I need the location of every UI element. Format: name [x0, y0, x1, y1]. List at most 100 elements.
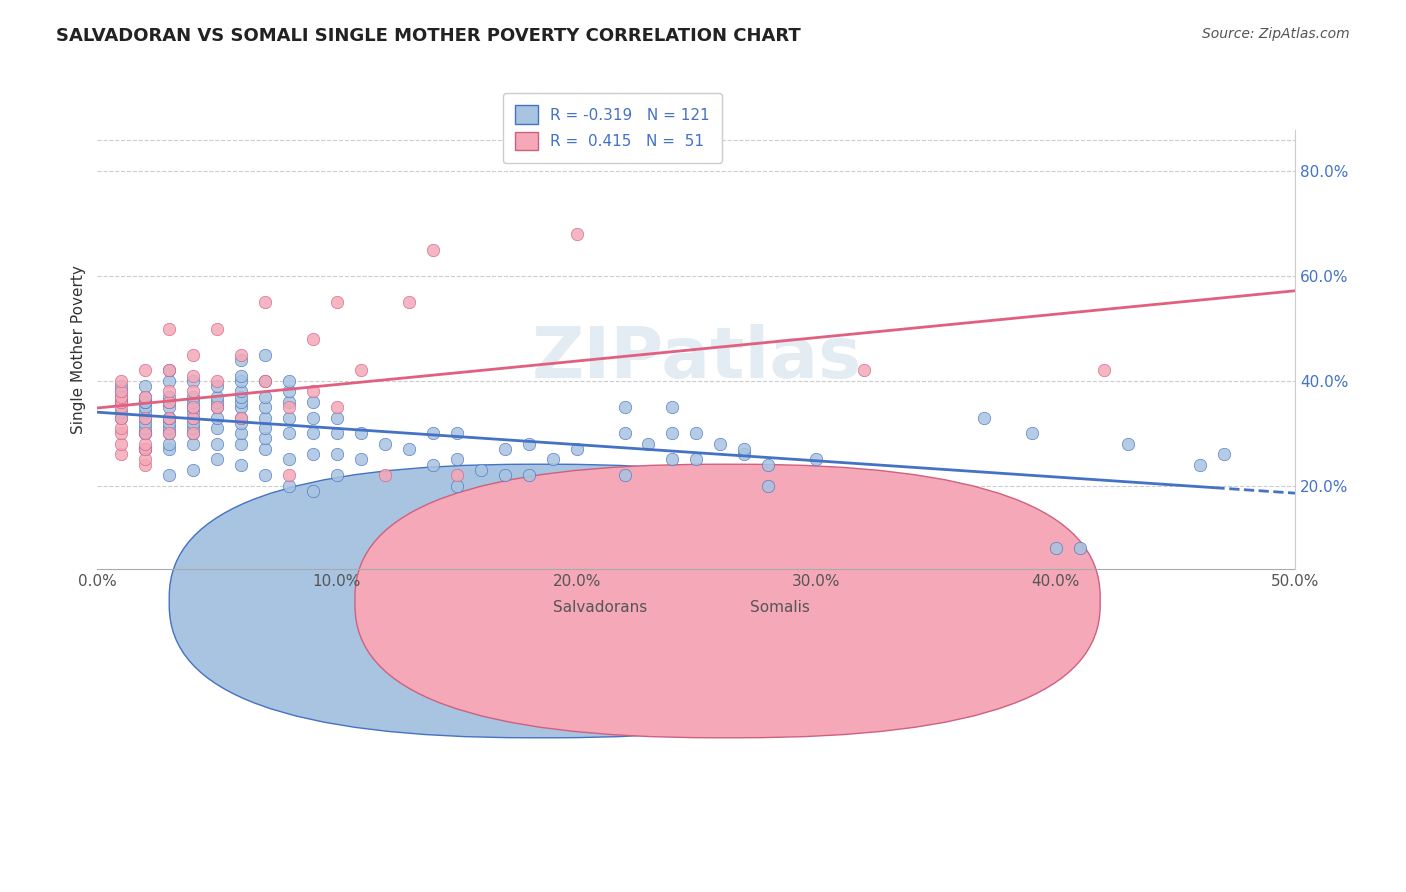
Point: [254, 390, 277, 404]
Point: [326, 410, 349, 425]
Point: [134, 416, 156, 430]
Point: [134, 405, 156, 419]
Point: [157, 468, 180, 483]
Point: [229, 394, 252, 409]
Point: [1021, 426, 1043, 441]
Point: [110, 390, 132, 404]
Point: [973, 410, 995, 425]
Point: [157, 394, 180, 409]
Text: Source: ZipAtlas.com: Source: ZipAtlas.com: [1202, 27, 1350, 41]
Point: [181, 421, 204, 435]
Point: [134, 452, 156, 467]
Point: [134, 421, 156, 435]
Point: [157, 390, 180, 404]
Point: [134, 436, 156, 450]
Point: [229, 348, 252, 362]
Text: ZIPatlas: ZIPatlas: [531, 324, 862, 392]
Point: [110, 405, 132, 419]
Point: [254, 442, 277, 456]
Point: [733, 447, 755, 461]
Point: [110, 384, 132, 399]
Point: [134, 363, 156, 377]
Point: [110, 379, 132, 393]
Point: [157, 394, 180, 409]
Point: [110, 410, 132, 425]
Point: [517, 436, 540, 450]
Point: [110, 384, 132, 399]
Point: [205, 436, 228, 450]
Point: [278, 478, 301, 492]
Point: [229, 390, 252, 404]
Point: [302, 332, 325, 346]
Point: [134, 390, 156, 404]
Point: [446, 478, 468, 492]
Point: [350, 452, 373, 467]
FancyBboxPatch shape: [169, 464, 914, 738]
Point: [494, 468, 516, 483]
Point: [205, 374, 228, 388]
Point: [278, 426, 301, 441]
Point: [205, 400, 228, 414]
Point: [229, 400, 252, 414]
Point: [494, 442, 516, 456]
Point: [205, 410, 228, 425]
Point: [181, 426, 204, 441]
Point: [229, 458, 252, 472]
Point: [134, 394, 156, 409]
Point: [350, 426, 373, 441]
Point: [134, 426, 156, 441]
Point: [134, 426, 156, 441]
Point: [181, 416, 204, 430]
Point: [326, 295, 349, 310]
Point: [613, 426, 636, 441]
Point: [134, 379, 156, 393]
Point: [205, 390, 228, 404]
Point: [110, 374, 132, 388]
Point: [254, 348, 277, 362]
Point: [565, 227, 588, 242]
Point: [374, 468, 396, 483]
Point: [446, 452, 468, 467]
Point: [110, 410, 132, 425]
Point: [181, 390, 204, 404]
Point: [229, 426, 252, 441]
Point: [110, 394, 132, 409]
Point: [350, 363, 373, 377]
Point: [517, 468, 540, 483]
Point: [326, 468, 349, 483]
Point: [254, 400, 277, 414]
Point: [157, 363, 180, 377]
Point: [181, 405, 204, 419]
Point: [229, 353, 252, 368]
Point: [446, 426, 468, 441]
Point: [422, 426, 444, 441]
Point: [110, 390, 132, 404]
Point: [326, 400, 349, 414]
Point: [229, 416, 252, 430]
Legend: R = -0.319   N = 121, R =  0.415   N =  51: R = -0.319 N = 121, R = 0.415 N = 51: [503, 94, 723, 162]
Point: [181, 394, 204, 409]
Point: [205, 394, 228, 409]
Point: [110, 426, 132, 441]
Point: [181, 463, 204, 477]
Point: [181, 368, 204, 383]
Point: [229, 368, 252, 383]
Point: [1116, 436, 1139, 450]
Point: [1188, 458, 1211, 472]
Point: [134, 442, 156, 456]
Point: [110, 421, 132, 435]
Point: [181, 384, 204, 399]
Point: [229, 410, 252, 425]
Point: [157, 426, 180, 441]
Point: [157, 410, 180, 425]
Point: [302, 426, 325, 441]
Point: [302, 384, 325, 399]
Point: [205, 400, 228, 414]
Point: [254, 432, 277, 446]
Point: [205, 452, 228, 467]
Point: [157, 436, 180, 450]
Point: [205, 379, 228, 393]
Point: [134, 442, 156, 456]
Point: [157, 321, 180, 335]
Point: [181, 436, 204, 450]
